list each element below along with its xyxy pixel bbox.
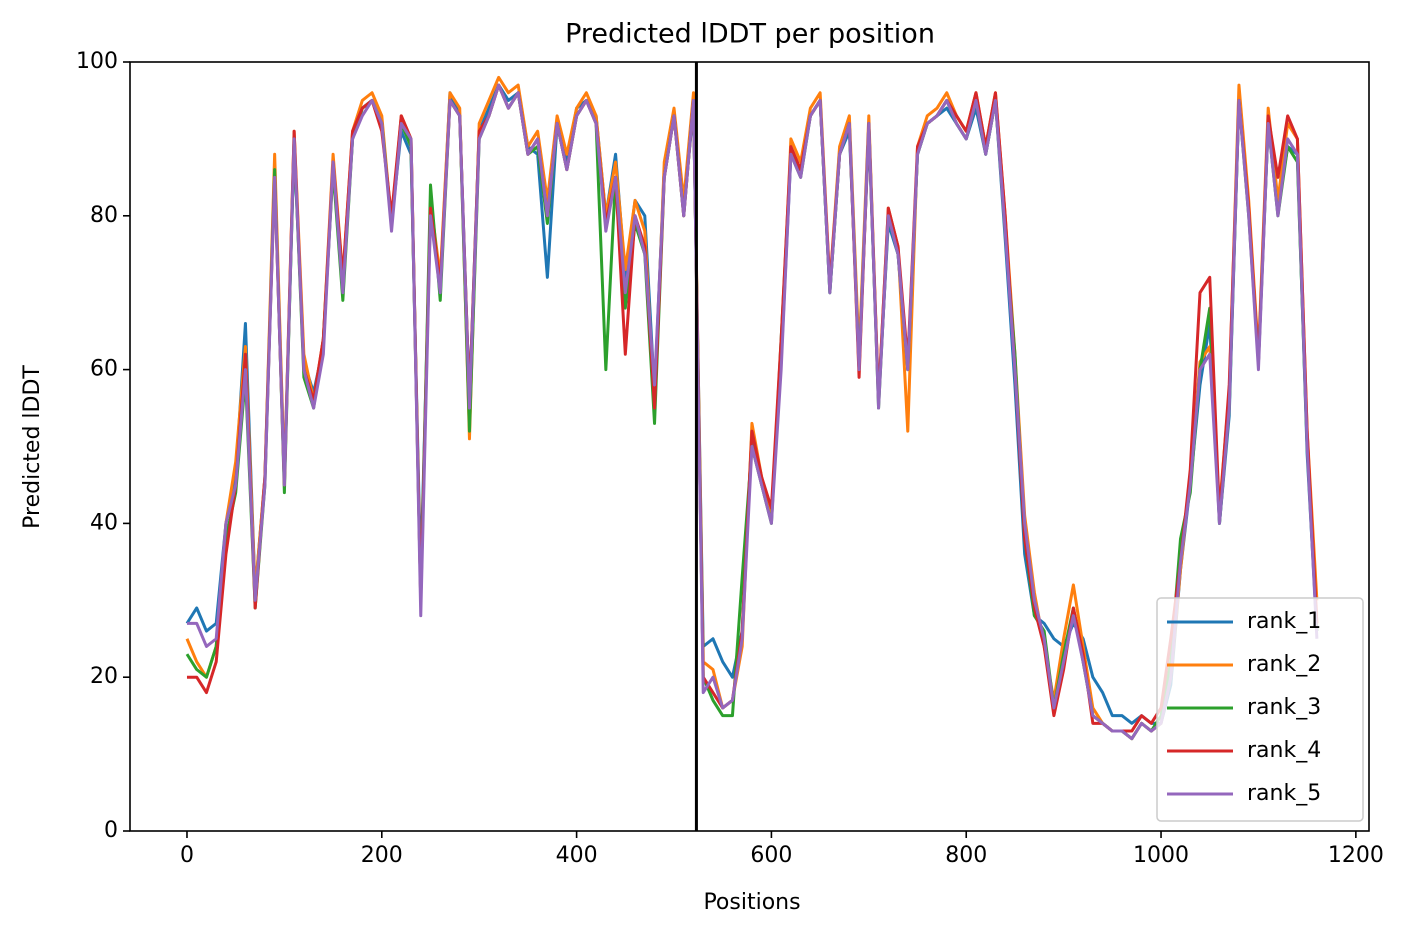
x-tick-label: 400 <box>556 843 598 868</box>
y-axis-label: Predicted lDDT <box>20 365 45 529</box>
legend-label: rank_3 <box>1247 695 1321 720</box>
legend-box <box>1156 597 1364 822</box>
x-tick-label: 600 <box>750 843 792 868</box>
x-tick-label: 200 <box>361 843 403 868</box>
series-line <box>185 75 1319 741</box>
y-tick-label: 20 <box>90 664 118 689</box>
series-line <box>186 83 1319 733</box>
plot-frame <box>129 61 1370 832</box>
legend-label: rank_5 <box>1247 781 1321 806</box>
series-line <box>185 83 1319 741</box>
x-axis-label: Positions <box>703 890 800 915</box>
y-tick-label: 0 <box>104 818 118 843</box>
y-tick-label: 80 <box>90 203 118 228</box>
series-line <box>186 83 1319 741</box>
legend-label: rank_1 <box>1247 609 1321 634</box>
x-tick-label: 800 <box>945 843 987 868</box>
x-tick-label: 0 <box>180 843 194 868</box>
legend-label: rank_4 <box>1247 738 1321 763</box>
chart-title: Predicted lDDT per position <box>565 19 935 50</box>
plot-lines <box>185 75 1319 741</box>
series-line <box>185 83 1319 725</box>
y-tick-label: 100 <box>76 49 118 74</box>
y-tick-label: 60 <box>90 357 118 382</box>
legend-label: rank_2 <box>1247 652 1321 677</box>
y-tick-label: 40 <box>90 510 118 535</box>
x-tick-label: 1000 <box>1133 843 1189 868</box>
x-tick-label: 1200 <box>1328 843 1384 868</box>
